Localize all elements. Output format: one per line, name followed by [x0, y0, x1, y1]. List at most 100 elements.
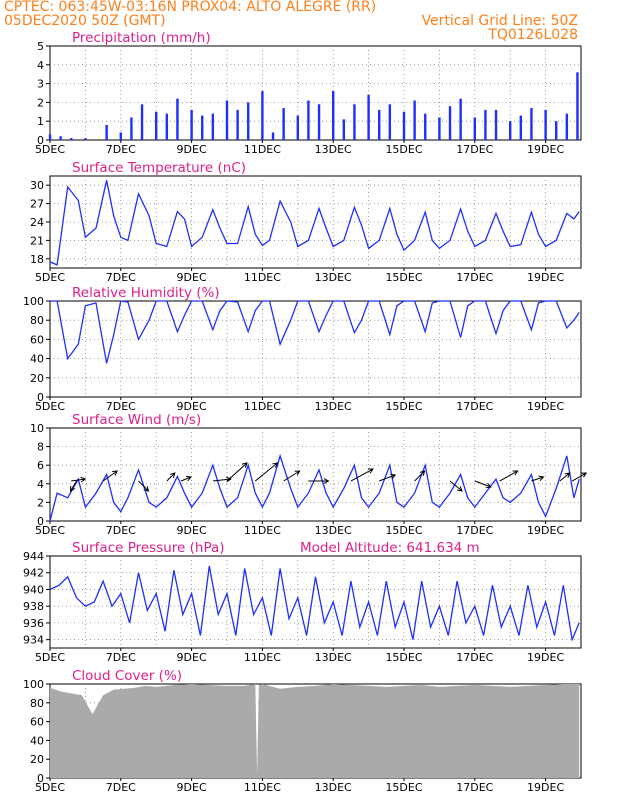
wind-arrow: [499, 470, 518, 482]
y-tick-label: 0: [37, 391, 44, 404]
wind-arrow: [226, 462, 248, 482]
x-tick-label: 15DEC: [385, 781, 422, 794]
x-tick-label: 15DEC: [385, 271, 422, 284]
x-tick-label: 17DEC: [456, 143, 493, 156]
panel-title: Surface Temperature (nC): [72, 160, 246, 176]
y-tick-label: 936: [23, 617, 44, 630]
y-tick-label: 0: [37, 772, 44, 785]
wind-arrow: [559, 472, 571, 482]
cloud-cover-area: [50, 684, 580, 778]
precip-bar: [576, 72, 579, 140]
panel-subtitle: Model Altitude: 641.634 m: [300, 540, 480, 556]
wind-arrow-head: [242, 462, 248, 468]
wind-arrow: [379, 474, 396, 482]
precip-bar: [176, 98, 179, 140]
wind-arrow-head: [485, 482, 492, 489]
precip-bar: [155, 111, 158, 140]
x-tick-label: 7DEC: [106, 271, 136, 284]
precip-bar: [307, 100, 310, 140]
panel-frame: [49, 300, 582, 398]
precip-bar: [271, 132, 275, 140]
y-tick-label: 60: [30, 333, 44, 346]
y-tick-label: 2: [37, 496, 44, 509]
wind-arrow: [166, 472, 176, 482]
x-tick-label: 5DEC: [35, 400, 65, 413]
panel-2: 0 20 40 60 80 100 5DEC 7DEC 9DEC 11DEC 13DEC 15DEC 1…: [23, 285, 582, 413]
panel-title: Cloud Cover (%): [72, 668, 182, 684]
header-grid-note: Vertical Grid Line: 50Z: [422, 13, 578, 29]
x-tick-label: 13DEC: [315, 143, 352, 156]
y-tick-label: 40: [30, 353, 44, 366]
y-tick-label: 80: [30, 697, 44, 710]
x-tick-label: 15DEC: [385, 400, 422, 413]
precip-bar: [84, 138, 87, 140]
panel-4: 934 936 938 940 942 944 5DEC 7DEC 9DEC 11DEC 13DEC…: [23, 540, 582, 664]
x-tick-label: 5DEC: [35, 524, 65, 537]
precip-bar: [247, 102, 250, 140]
panel-5: 0 20 40 60 80 100 5DEC 7DEC 9DEC 11DEC 13DEC 15DEC 1…: [23, 668, 582, 794]
y-tick-label: 934: [23, 634, 44, 647]
x-tick-label: 11DEC: [244, 651, 281, 664]
wind-arrow-head: [226, 476, 232, 483]
precip-bar: [484, 109, 487, 140]
precip-bar: [342, 119, 346, 140]
panel-frame: [49, 175, 582, 269]
x-tick-label: 13DEC: [315, 400, 352, 413]
wind-arrow-head: [419, 470, 426, 476]
x-tick-label: 9DEC: [177, 651, 207, 664]
x-tick-label: 19DEC: [527, 143, 564, 156]
precip-bar: [105, 124, 108, 140]
x-tick-label: 19DEC: [527, 781, 564, 794]
panel-3: 0 2 4 6 8 10 5DEC 7DEC 9DEC 11DEC 13DEC 15DEC 17DEC 1…: [30, 412, 588, 537]
wind-arrow-head: [169, 472, 176, 478]
wind-arrow: [474, 480, 491, 488]
y-tick-label: 3: [37, 78, 44, 91]
precip-bar: [494, 109, 498, 140]
panel-title: Surface Pressure (hPa): [72, 540, 225, 556]
wind-arrow: [180, 476, 192, 482]
y-tick-label: 5: [37, 40, 44, 53]
header-line1: CPTEC: 063:45W-03:16N PROX04: ALTO ALEGR…: [4, 0, 376, 15]
precip-bar: [119, 132, 122, 140]
wind-arrow: [102, 470, 118, 482]
x-tick-label: 5DEC: [35, 143, 65, 156]
y-tick-label: 24: [30, 216, 44, 229]
wind-arrow: [138, 480, 149, 492]
panel-title: Relative Humidity (%): [72, 285, 220, 301]
y-tick-label: 0: [37, 515, 44, 528]
panel-title: Surface Wind (m/s): [72, 412, 201, 428]
series-line: [49, 453, 580, 522]
y-tick-label: 20: [30, 753, 44, 766]
precip-bar: [165, 113, 169, 140]
y-tick-label: 100: [23, 295, 44, 308]
wind-arrow: [212, 478, 231, 482]
y-tick-label: 8: [37, 441, 44, 454]
precip-bar: [332, 91, 335, 140]
wind-arrow-head: [367, 468, 374, 474]
precip-bar: [190, 109, 193, 140]
x-tick-label: 17DEC: [456, 651, 493, 664]
x-tick-label: 11DEC: [244, 524, 281, 537]
y-tick-label: 21: [30, 234, 44, 247]
panel-frame: [49, 427, 582, 522]
precip-bar: [282, 108, 285, 140]
series-line: [49, 565, 580, 642]
precip-bar: [413, 100, 416, 140]
x-tick-label: 7DEC: [106, 143, 136, 156]
x-tick-label: 7DEC: [106, 524, 136, 537]
precip-bar: [48, 134, 52, 140]
wind-arrow: [70, 480, 77, 492]
precip-bar: [296, 115, 299, 140]
y-tick-label: 6: [37, 459, 44, 472]
wind-arrow-head: [538, 475, 545, 482]
x-tick-label: 19DEC: [527, 271, 564, 284]
x-tick-label: 17DEC: [456, 400, 493, 413]
precip-bar: [402, 111, 406, 140]
x-tick-label: 11DEC: [244, 400, 281, 413]
precip-bar: [519, 115, 523, 140]
x-tick-label: 15DEC: [385, 143, 422, 156]
y-tick-label: 100: [23, 678, 44, 691]
x-tick-label: 13DEC: [315, 271, 352, 284]
x-tick-label: 15DEC: [385, 524, 422, 537]
